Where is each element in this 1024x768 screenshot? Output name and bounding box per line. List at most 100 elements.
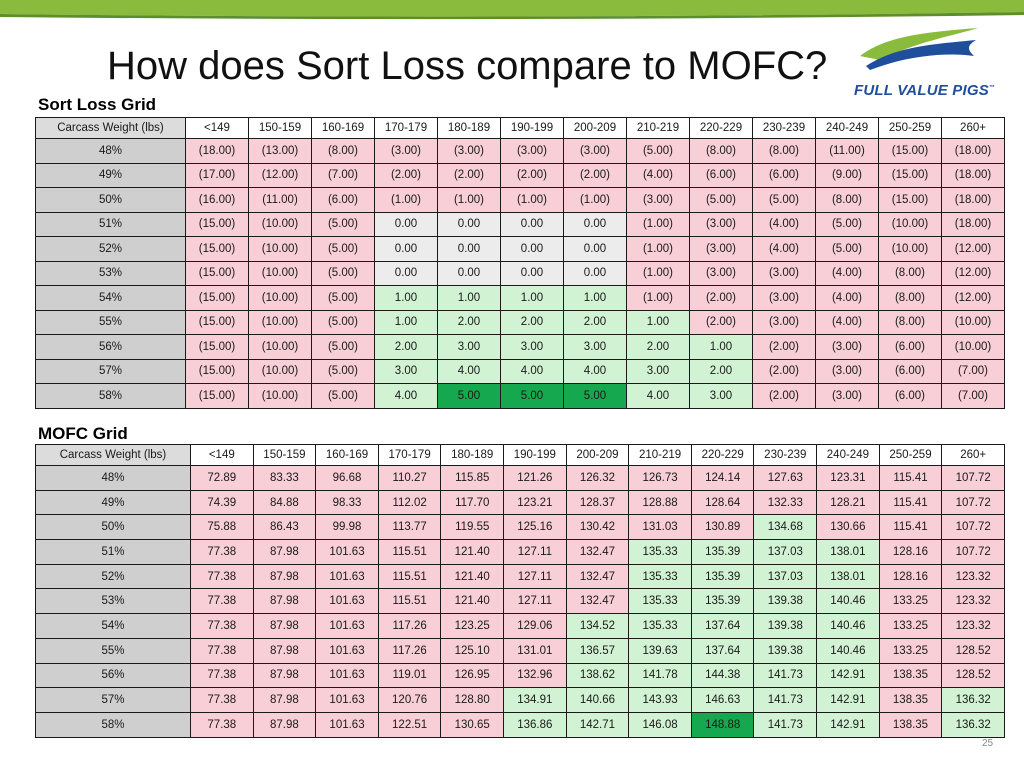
table-cell: (6.00) — [752, 162, 816, 188]
table-row: 56% 77.38 87.98 101.63 119.01 126.95 132.96 138… — [35, 662, 1005, 689]
row-label: 51% — [35, 539, 191, 565]
table-cell: (10.00) — [248, 334, 312, 360]
row-label: 52% — [35, 563, 191, 590]
table-cell: (5.00) — [311, 260, 375, 286]
table-cell: (3.00) — [815, 383, 879, 409]
row-label: 58% — [35, 383, 186, 409]
table-cell: 135.33 — [628, 613, 692, 639]
table-cell: (3.00) — [815, 358, 879, 384]
table-cell: 86.43 — [252, 514, 317, 541]
table-cell: (10.00) — [248, 309, 312, 335]
table-cell: 115.85 — [440, 465, 505, 491]
column-header: 200-209 — [565, 444, 630, 466]
table-cell: 133.25 — [878, 613, 943, 639]
table-row: 52% 77.38 87.98 101.63 115.51 121.40 127.11 132… — [35, 563, 1005, 590]
table-cell: 87.98 — [252, 539, 317, 565]
table-cell: 144.38 — [690, 662, 755, 689]
table-cell: (6.00) — [689, 162, 753, 188]
table-cell: 140.66 — [565, 687, 630, 713]
table-row: 54% 77.38 87.98 101.63 117.26 123.25 129.06 134… — [35, 613, 1005, 639]
table-cell: 136.32 — [941, 711, 1005, 738]
table-cell: 77.38 — [190, 687, 254, 713]
table-cell: (5.00) — [815, 211, 879, 237]
table-cell: 134.91 — [503, 687, 567, 713]
table-cell: 3.00 — [437, 334, 501, 360]
table-cell: (5.00) — [626, 138, 690, 164]
row-label: 55% — [35, 637, 191, 664]
table-cell: 1.00 — [500, 285, 564, 311]
table-cell: (5.00) — [311, 358, 375, 384]
table-cell: (12.00) — [941, 260, 1005, 286]
table-cell: (18.00) — [941, 211, 1005, 237]
pig-swoosh-icon — [860, 28, 978, 70]
table-cell: (2.00) — [500, 162, 564, 188]
table-cell: 0.00 — [500, 236, 564, 262]
row-label: 49% — [35, 489, 191, 516]
table-cell: 139.38 — [753, 613, 818, 639]
table-cell: 142.91 — [816, 687, 880, 713]
table-cell: (4.00) — [752, 211, 816, 237]
table-cell: (2.00) — [689, 285, 753, 311]
table-cell: 128.80 — [440, 687, 505, 713]
table-cell: (15.00) — [185, 309, 249, 335]
table-cell: (9.00) — [815, 162, 879, 188]
table-cell: 113.77 — [377, 514, 442, 541]
column-header: 220-229 — [689, 117, 753, 139]
table-cell: 137.64 — [690, 637, 755, 664]
table-cell: 123.25 — [440, 613, 505, 639]
table-cell: 135.33 — [628, 563, 692, 590]
table-cell: 72.89 — [190, 465, 254, 491]
table-cell: (1.00) — [626, 285, 690, 311]
table-cell: 5.00 — [437, 383, 501, 409]
row-label: 54% — [35, 613, 191, 639]
table-cell: (4.00) — [626, 162, 690, 188]
table-cell: 101.63 — [315, 637, 379, 664]
table-row: 48% 72.89 83.33 96.68 110.27 115.85 121.26 126.… — [35, 465, 1005, 491]
page-number: 25 — [982, 738, 994, 749]
column-header: 220-229 — [690, 444, 755, 466]
table-cell: 4.00 — [500, 358, 564, 384]
table-cell: (4.00) — [752, 236, 816, 262]
table-cell: 130.66 — [816, 514, 880, 541]
table-cell: 2.00 — [437, 309, 501, 335]
table-row: 54% (15.00) (10.00) (5.00) 1.00 1.00 1.00 1.00(… — [35, 285, 1005, 311]
table-cell: (18.00) — [185, 138, 249, 164]
table-cell: 0.00 — [500, 211, 564, 237]
table-cell: 117.26 — [377, 637, 442, 664]
table-row: 55% (15.00) (10.00) (5.00) 1.00 2.00 2.00 2.00 1… — [35, 309, 1005, 335]
table-cell: 125.16 — [503, 514, 567, 541]
table-cell: 101.63 — [315, 711, 379, 738]
table-cell: 126.73 — [628, 465, 692, 491]
column-header: 250-259 — [878, 117, 942, 139]
mofc-table: Carcass Weight (lbs) <149 150-159 160-169 17… — [35, 444, 1005, 738]
table-cell: 128.37 — [565, 489, 630, 516]
table-cell: (10.00) — [248, 358, 312, 384]
table-cell: (15.00) — [185, 383, 249, 409]
table-cell: 132.33 — [753, 489, 818, 516]
table-cell: (7.00) — [311, 162, 375, 188]
column-header: <149 — [190, 444, 254, 466]
table-cell: 128.88 — [628, 489, 692, 516]
table-cell: 124.14 — [690, 465, 755, 491]
table-cell: (3.00) — [563, 138, 627, 164]
table-cell: 101.63 — [315, 588, 379, 615]
table-cell: (15.00) — [185, 285, 249, 311]
table-cell: (5.00) — [311, 236, 375, 262]
table-cell: 141.73 — [753, 662, 818, 689]
table-cell: 143.93 — [628, 687, 692, 713]
table-cell: 110.27 — [377, 465, 442, 491]
table-cell: (15.00) — [878, 187, 942, 213]
table-cell: (2.00) — [689, 309, 753, 335]
table-cell: 132.47 — [565, 563, 630, 590]
table-cell: (18.00) — [941, 162, 1005, 188]
column-header: 180-189 — [440, 444, 505, 466]
table-cell: (10.00) — [248, 236, 312, 262]
table-cell: (18.00) — [941, 187, 1005, 213]
table-cell: 87.98 — [252, 711, 317, 738]
row-label: 53% — [35, 588, 191, 615]
table-cell: 87.98 — [252, 613, 317, 639]
table-cell: 137.03 — [753, 563, 818, 590]
table-cell: 135.39 — [690, 588, 755, 615]
table-cell: 1.00 — [374, 309, 438, 335]
table-cell: 128.52 — [941, 662, 1005, 689]
